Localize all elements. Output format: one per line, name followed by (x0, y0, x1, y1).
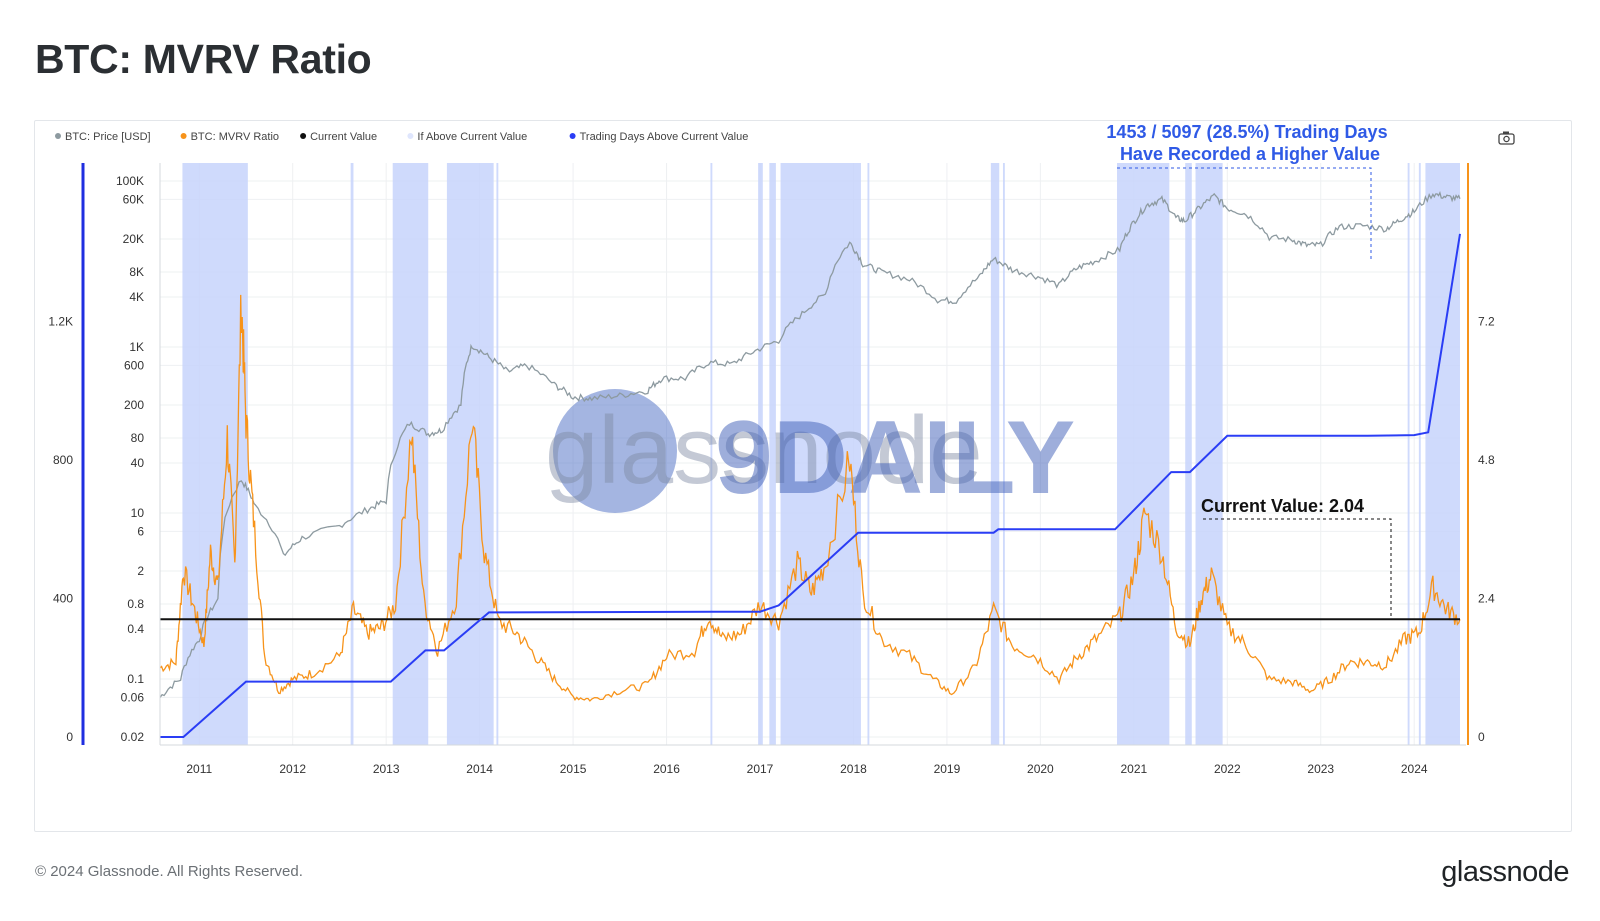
legend-label: Trading Days Above Current Value (580, 131, 749, 143)
trading-days-leader (1117, 167, 1372, 261)
price-line (159, 190, 1461, 698)
current-value-leader (1203, 518, 1392, 618)
x-tick-label: 2017 (747, 762, 774, 776)
band (769, 163, 776, 745)
band (990, 163, 1000, 745)
right-tick-label: 4.8 (1478, 453, 1495, 467)
legend-marker (55, 133, 61, 139)
band (182, 163, 248, 745)
price-tick-label: 20K (123, 232, 144, 246)
axes: 2011 2012 2013 2014 2015 2016 2017 2018 2019 2020… (48, 163, 1495, 776)
watermark-logo (553, 389, 677, 513)
band (1407, 163, 1410, 745)
right-tick-label: 2.4 (1478, 592, 1495, 606)
legend-marker (569, 133, 576, 139)
camera-icon[interactable] (1498, 131, 1515, 145)
x-tick-label: 2011 (186, 762, 212, 776)
footer-copyright: © 2024 Glassnode. All Rights Reserved. (35, 863, 303, 880)
band (1117, 163, 1170, 745)
band (710, 163, 713, 745)
mvrv-chart: BTC: Price [USD] BTC: MVRV Ratio Current V… (48, 122, 1515, 776)
left-tick-label: 400 (53, 592, 73, 606)
left-tick-label: 800 (53, 453, 73, 467)
price-tick-label: 200 (124, 398, 144, 412)
right-tick-label: 0 (1478, 730, 1485, 744)
price-tick-label: 0.4 (127, 622, 144, 636)
legend-label: BTC: MVRV Ratio (191, 131, 279, 143)
price-tick-label: 0.8 (127, 597, 144, 611)
price-tick-label: 6 (137, 524, 144, 538)
watermark-text-2: 9DAILY (715, 400, 1075, 516)
series (159, 190, 1461, 738)
price-tick-label: 0.1 (127, 672, 144, 686)
left-tick-label: 1.2K (48, 315, 73, 329)
price-tick-label: 0.02 (121, 730, 145, 744)
x-tick-label: 2020 (1027, 762, 1054, 776)
trading-days-annotation-1: 1453 / 5097 (28.5%) Trading Days (1106, 122, 1387, 142)
price-tick-label: 40 (131, 456, 145, 470)
chart-card: BTC: Price [USD] BTC: MVRV Ratio Current V… (34, 120, 1572, 832)
mvrv-line (159, 294, 1461, 702)
price-tick-label: 600 (124, 358, 144, 372)
band (1418, 163, 1421, 745)
x-tick-label: 2023 (1307, 762, 1334, 776)
x-tick-label: 2016 (653, 762, 680, 776)
current-value-annotation: Current Value: 2.04 (1201, 496, 1364, 516)
right-tick-label: 7.2 (1478, 315, 1495, 329)
band (446, 163, 494, 745)
legend-label: If Above Current Value (417, 131, 527, 143)
legend-marker (300, 133, 307, 139)
band (392, 163, 429, 745)
price-tick-label: 1K (129, 340, 144, 354)
trading-days-annotation-2: Have Recorded a Higher Value (1120, 144, 1380, 164)
band (867, 163, 870, 745)
price-tick-label: 4K (129, 290, 144, 304)
legend-marker (180, 133, 187, 139)
legend: BTC: Price [USD] BTC: MVRV Ratio Current V… (55, 131, 748, 143)
band (350, 163, 354, 745)
legend-label: BTC: Price [USD] (65, 131, 151, 143)
band (1425, 163, 1460, 745)
x-tick-label: 2013 (373, 762, 400, 776)
page-title: BTC: MVRV Ratio (35, 36, 372, 82)
band (496, 163, 499, 745)
price-tick-label: 80 (131, 431, 145, 445)
x-tick-label: 2022 (1214, 762, 1241, 776)
band (1185, 163, 1192, 745)
x-tick-label: 2021 (1120, 762, 1147, 776)
watermark-text: glassnode (545, 397, 983, 504)
price-tick-label: 60K (123, 192, 144, 206)
x-tick-label: 2012 (279, 762, 306, 776)
brand-logo[interactable]: glassnode (1441, 856, 1569, 888)
band (758, 163, 763, 745)
x-tick-label: 2014 (466, 762, 493, 776)
price-tick-label: 0.06 (121, 690, 145, 704)
price-tick-label: 10 (131, 506, 145, 520)
trading-days-line (160, 233, 1461, 738)
legend-label: Current Value (310, 131, 377, 143)
x-tick-label: 2015 (560, 762, 587, 776)
left-tick-label: 0 (66, 730, 73, 744)
x-tick-label: 2019 (934, 762, 961, 776)
price-tick-label: 100K (116, 174, 144, 188)
price-tick-label: 2 (137, 564, 144, 578)
x-tick-label: 2024 (1401, 762, 1428, 776)
legend-marker (407, 133, 414, 139)
x-tick-label: 2018 (840, 762, 867, 776)
price-tick-label: 8K (129, 265, 144, 279)
band (1002, 163, 1005, 745)
